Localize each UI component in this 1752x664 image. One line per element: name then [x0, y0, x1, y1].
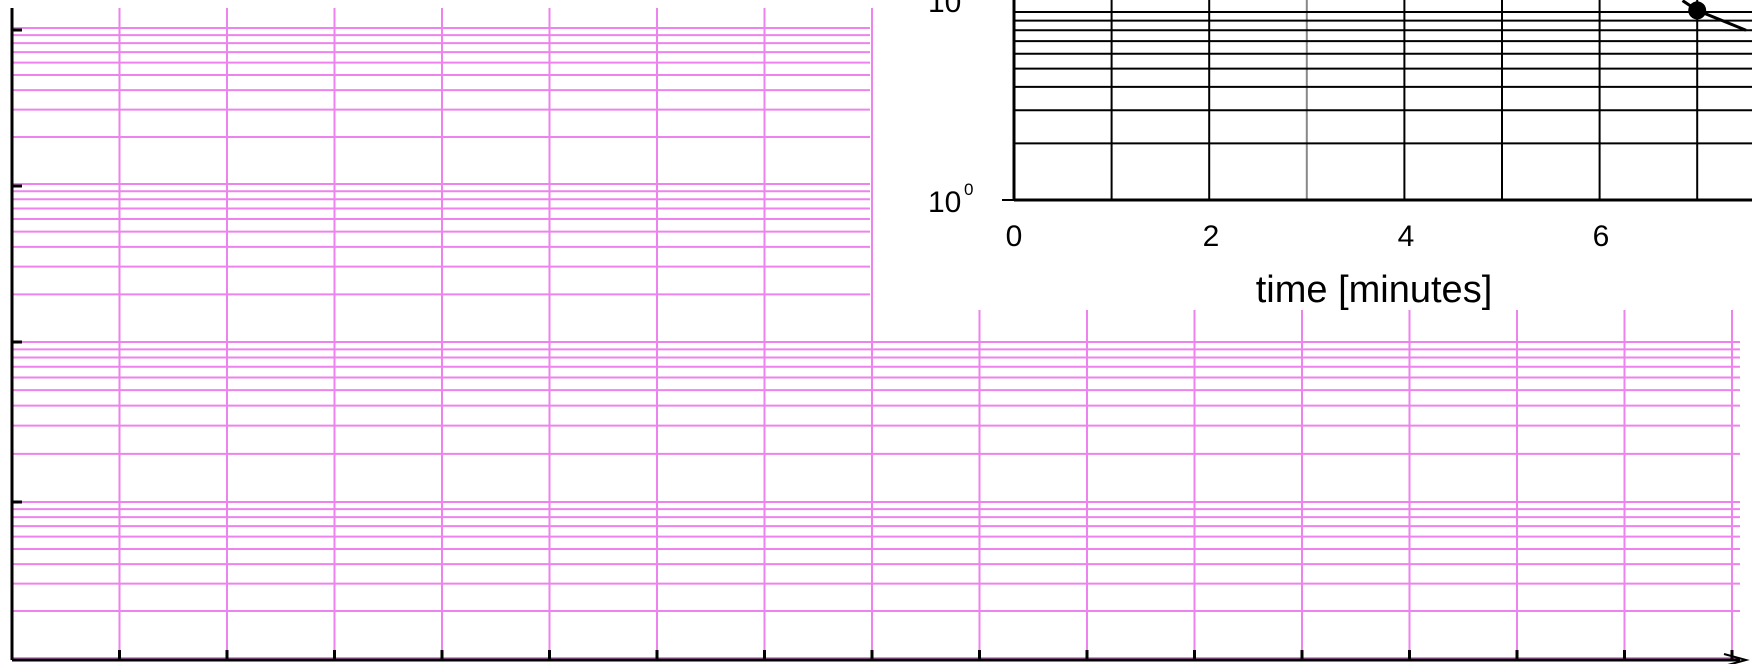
- series-point-0-0: [1688, 1, 1707, 20]
- y-tick-base-0: 10: [928, 186, 961, 219]
- chart-series-layer: [1681, 0, 1747, 32]
- pink-log-graph-paper: [11, 8, 1740, 659]
- y-tick-base-1: 10: [928, 0, 961, 19]
- x-axis-title: time [minutes]: [1256, 269, 1493, 311]
- y-tick-label-0: 10 0: [928, 180, 973, 219]
- x-tick-labels: 0 2 4 6: [1006, 220, 1610, 253]
- pink-sheet-axes: [10, 8, 1750, 664]
- chart-grid: [1002, 0, 1752, 202]
- y-tick-exponent-0: 0: [964, 180, 973, 199]
- x-tick-label-4: 4: [1398, 220, 1415, 253]
- x-axis-arrow-icon: [1723, 653, 1750, 664]
- log-chart-panel: 10 0 10 1 0 2 4 6 time [minutes]: [875, 0, 1752, 311]
- chart-panel-background: [875, 0, 1752, 310]
- y-tick-label-1: 10 1: [928, 0, 961, 19]
- x-tick-label-6: 6: [1593, 220, 1610, 253]
- x-tick-label-2: 2: [1203, 220, 1220, 253]
- x-tick-label-0: 0: [1006, 220, 1023, 253]
